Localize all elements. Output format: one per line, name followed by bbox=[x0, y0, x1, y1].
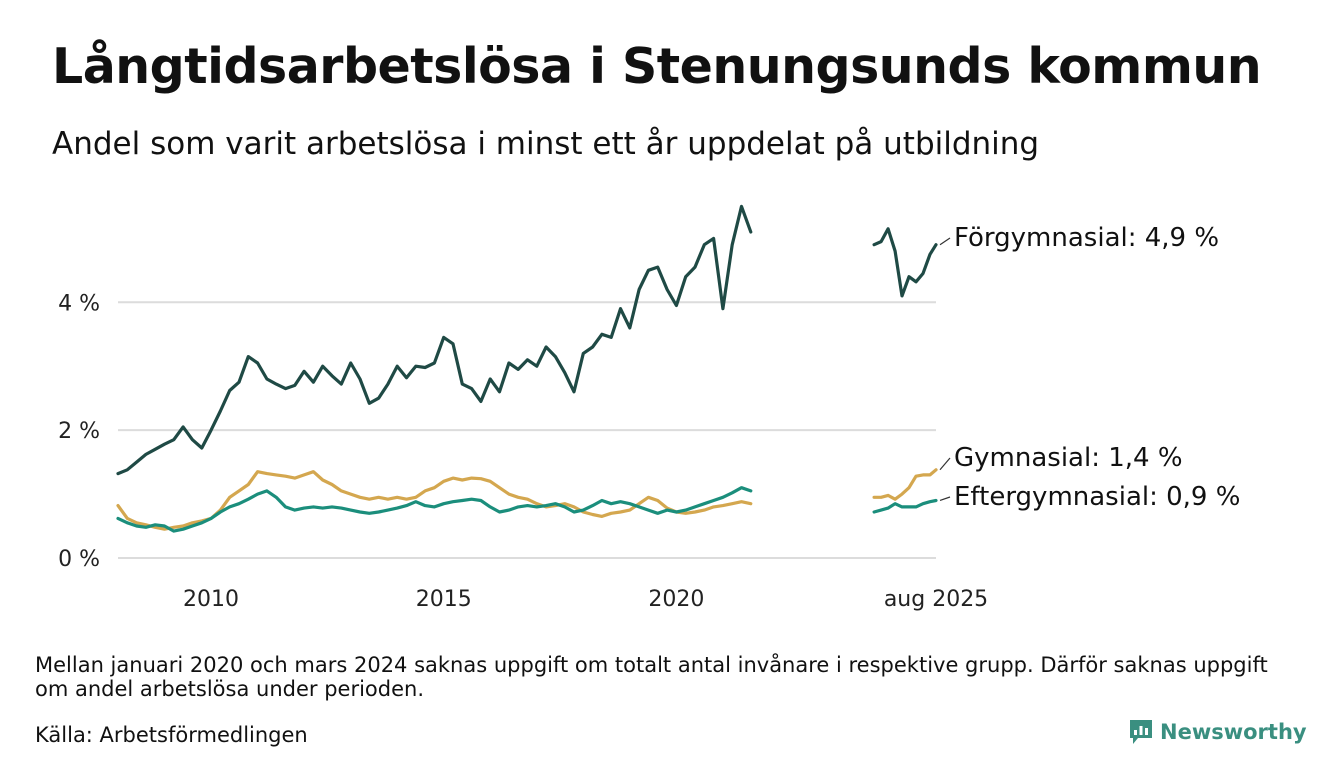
x-tick-label: 2015 bbox=[416, 587, 472, 612]
series-line-förgymnasial-segment-0 bbox=[116, 204, 753, 476]
chart-subtitle: Andel som varit arbetslösa i minst ett å… bbox=[52, 126, 1040, 162]
brand-logo: Newsworthy bbox=[1128, 718, 1307, 746]
series-line-gymnasial-segment-0 bbox=[116, 470, 753, 531]
x-tick-label: aug 2025 bbox=[884, 587, 988, 612]
series-end-labels: Förgymnasial: 4,9 % Gymnasial: 1,4 % Efter… bbox=[939, 223, 1240, 512]
series-line-gymnasial-segment-1 bbox=[872, 468, 938, 501]
gridlines bbox=[118, 301, 936, 559]
series-lines bbox=[116, 204, 938, 533]
x-axis-ticks: 2010 2015 2020 aug 2025 bbox=[183, 587, 988, 612]
series-line-eftergymnasial-segment-1 bbox=[872, 498, 938, 514]
source-note: Källa: Arbetsförmedlingen bbox=[35, 723, 308, 747]
series-end-label: Förgymnasial: 4,9 % bbox=[954, 223, 1219, 253]
x-tick-label: 2020 bbox=[648, 587, 704, 612]
footnote: Mellan januari 2020 och mars 2024 saknas… bbox=[35, 653, 1268, 701]
label-connector bbox=[939, 237, 951, 246]
line-chart: 0 % 2 % 4 % 2010 2015 2020 aug 2025 Förgymnas… bbox=[58, 204, 1240, 612]
brand-name: Newsworthy bbox=[1160, 720, 1307, 744]
series-line-förgymnasial-segment-1 bbox=[872, 227, 938, 298]
label-connector bbox=[939, 496, 951, 502]
series-line-eftergymnasial-segment-0 bbox=[116, 486, 753, 533]
newsworthy-logo-icon bbox=[1130, 720, 1152, 744]
y-tick-label: 2 % bbox=[58, 419, 100, 444]
series-end-label: Gymnasial: 1,4 % bbox=[954, 443, 1183, 473]
x-tick-label: 2010 bbox=[183, 587, 239, 612]
series-end-label: Eftergymnasial: 0,9 % bbox=[954, 482, 1240, 512]
chart-title: Långtidsarbetslösa i Stenungsunds kommun bbox=[52, 38, 1262, 95]
y-tick-label: 4 % bbox=[58, 291, 100, 316]
y-tick-label: 0 % bbox=[58, 547, 100, 572]
label-connector bbox=[939, 457, 951, 471]
y-axis-ticks: 0 % 2 % 4 % bbox=[58, 291, 100, 572]
